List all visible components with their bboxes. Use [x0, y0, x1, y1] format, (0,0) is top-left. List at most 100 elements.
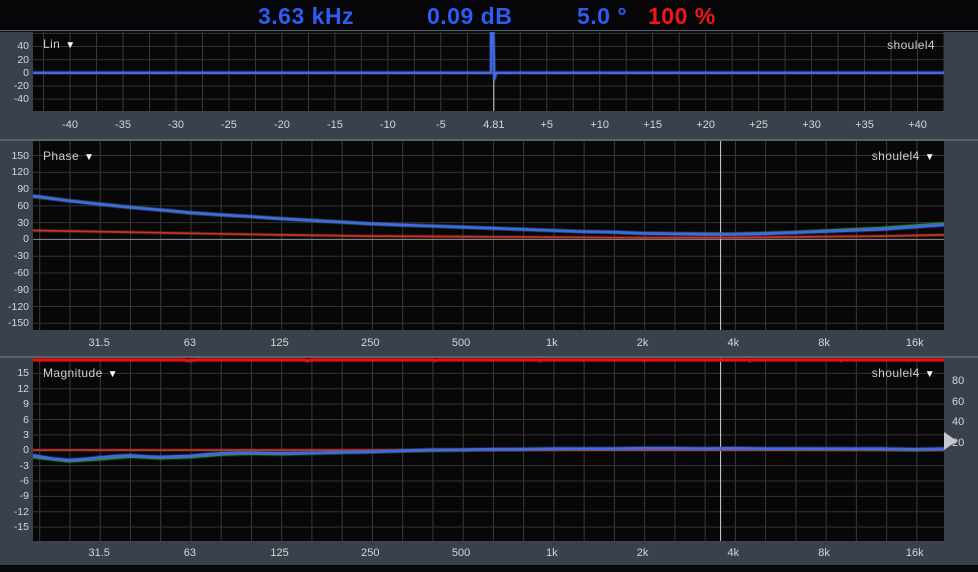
y-tick-label: 0	[23, 233, 29, 245]
coherence-tick-label: 40	[952, 416, 964, 428]
y-tick-label: 20	[17, 54, 29, 66]
phase-readout: 5.0 °	[577, 3, 627, 30]
magnitude-view-selector[interactable]: Magnitude▼	[43, 366, 118, 380]
phase-y-axis: 150 120 90 60 30 0 -30 -60 -90 -120 -150	[0, 141, 33, 330]
lin-panel: 40 200-20-40 Lin▼ shoulel4	[0, 32, 978, 111]
magnitude-panel: 15129630-3-6-9-12-15 Magnitude▼ shoulel4…	[0, 358, 978, 541]
x-tick-label: 63	[184, 337, 196, 349]
phase-view-selector[interactable]: Phase▼	[43, 149, 94, 163]
lin-y-axis: 40 200-20-40	[0, 32, 33, 111]
x-tick-label: 31.5	[88, 547, 109, 559]
x-tick-label: -35	[115, 119, 131, 131]
bottom-bar	[0, 565, 978, 572]
y-tick-label: 150	[11, 150, 29, 162]
cursor-readout-bar: 3.63 kHz 0.09 dB 5.0 ° 100 %	[0, 0, 978, 31]
coherence-tick-label: 80	[952, 375, 964, 387]
analyzer-window: 3.63 kHz 0.09 dB 5.0 ° 100 % 40200-20-40…	[0, 0, 978, 572]
y-tick-label: 3	[23, 429, 29, 441]
y-tick-label: 12	[17, 383, 29, 395]
y-tick-label: -90	[14, 284, 29, 296]
x-tick-label: 63	[184, 547, 196, 559]
coherence-readout: 100 %	[648, 3, 716, 30]
dropdown-arrow-icon: ▼	[108, 369, 118, 380]
level-readout: 0.09 dB	[427, 3, 512, 30]
dropdown-arrow-icon: ▼	[925, 369, 935, 380]
x-tick-label: +35	[855, 119, 874, 131]
y-tick-label: -20	[14, 80, 29, 92]
y-tick-label: -6	[20, 475, 29, 487]
x-tick-label: +30	[802, 119, 821, 131]
magnitude-x-axis: 31.5 63 125 250 500 1k 2k 4k 8k 16k	[0, 541, 978, 565]
y-tick-label: 9	[23, 398, 29, 410]
y-tick-label: -9	[20, 490, 29, 502]
x-tick-label: 2k	[637, 337, 649, 349]
y-tick-label: 60	[17, 200, 29, 212]
y-tick-label: -150	[8, 317, 29, 329]
magnitude-chart[interactable]	[33, 358, 944, 541]
x-tick-label: +15	[643, 119, 662, 131]
lin-chart[interactable]	[33, 32, 944, 111]
phase-right-gutter	[944, 141, 978, 330]
coherence-tick-label: 60	[952, 396, 964, 408]
x-tick-label: 1k	[546, 337, 558, 349]
y-tick-label: 15	[17, 367, 29, 379]
y-tick-label: -60	[14, 267, 29, 279]
x-tick-label: -40	[62, 119, 78, 131]
phase-plot[interactable]: Phase▼ shoulel4▼	[33, 141, 944, 330]
y-tick-label: -30	[14, 250, 29, 262]
x-tick-label: +5	[540, 119, 553, 131]
x-tick-label: 4k	[727, 337, 739, 349]
y-tick-label: -40	[14, 93, 29, 105]
x-tick-label: -10	[380, 119, 396, 131]
x-tick-label: 8k	[818, 337, 830, 349]
y-tick-label: -15	[14, 521, 29, 533]
dropdown-arrow-icon: ▼	[925, 152, 935, 163]
frequency-readout: 3.63 kHz	[258, 3, 354, 30]
dropdown-arrow-icon: ▼	[84, 152, 94, 163]
dropdown-arrow-icon: ▼	[65, 40, 75, 51]
phase-chart[interactable]	[33, 141, 944, 330]
x-tick-label: 31.5	[88, 337, 109, 349]
lin-plot[interactable]: Lin▼ shoulel4	[33, 32, 944, 111]
y-tick-label: 120	[11, 166, 29, 178]
x-tick-label: -30	[168, 119, 184, 131]
x-tick-label: +10	[590, 119, 609, 131]
phase-trace-selector[interactable]: shoulel4▼	[872, 149, 935, 163]
x-tick-label: +25	[749, 119, 768, 131]
y-tick-label: -3	[20, 460, 29, 472]
x-tick-label: -5	[436, 119, 446, 131]
y-tick-label: -12	[14, 506, 29, 518]
x-tick-label: 16k	[906, 337, 924, 349]
phase-x-axis: 31.5631252505001k2k4k8k16k	[0, 330, 978, 356]
x-tick-label: 250	[361, 337, 379, 349]
phase-panel: 150 120 90 60 30 0 -30 -60 -90 -120 -150 Phase▼ sh…	[0, 141, 978, 330]
y-tick-label: 40	[17, 40, 29, 52]
magnitude-trace-selector[interactable]: shoulel4▼	[872, 366, 935, 380]
x-tick-label: +40	[908, 119, 927, 131]
y-tick-label: 0	[23, 67, 29, 79]
coherence-tick-label: 20	[952, 437, 964, 449]
x-tick-label: +20	[696, 119, 715, 131]
lin-trace-label: shoulel4	[887, 38, 935, 52]
x-tick-label: 125	[270, 337, 288, 349]
y-tick-label: 6	[23, 414, 29, 426]
y-tick-label: 30	[17, 217, 29, 229]
x-tick-label: 4k	[727, 547, 739, 559]
x-tick-label: 250	[361, 547, 379, 559]
x-tick-label: 16k	[906, 547, 924, 559]
lin-view-selector[interactable]: Lin▼	[43, 37, 76, 51]
y-tick-label: -120	[8, 301, 29, 313]
lin-x-axis: -40-35-30-25-20-15-10-54.81+5+10+15+20+2…	[0, 111, 978, 139]
x-tick-label: -20	[274, 119, 290, 131]
x-tick-label: 125	[270, 547, 288, 559]
magnitude-plot[interactable]: Magnitude▼ shoulel4▼	[33, 358, 944, 541]
magnitude-y-axis: 15129630-3-6-9-12-15	[0, 358, 33, 541]
x-tick-label: 8k	[818, 547, 830, 559]
y-tick-label: 90	[17, 183, 29, 195]
x-tick-label: 500	[452, 547, 470, 559]
lin-right-gutter	[944, 32, 978, 111]
x-tick-label: 4.81	[483, 119, 504, 131]
x-tick-label: 2k	[637, 547, 649, 559]
x-tick-label: 1k	[546, 547, 558, 559]
coherence-axis: 80 60 40 20	[944, 358, 978, 541]
